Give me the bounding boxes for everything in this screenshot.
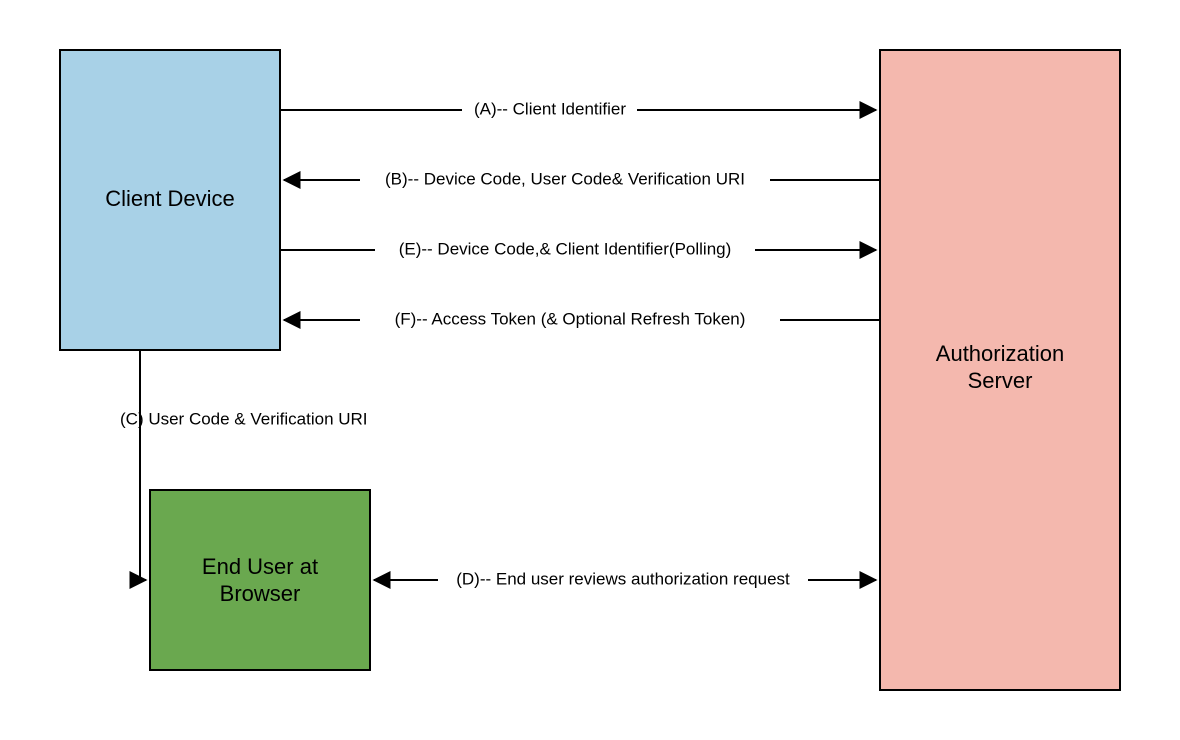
node-end-user-browser: End User at Browser	[150, 490, 370, 670]
edge-c-label: (C) User Code & Verification URI	[120, 409, 368, 428]
node-client-device: Client Device	[60, 50, 280, 350]
edge-e-polling: (E)-- Device Code,& Client Identifier(Po…	[280, 238, 876, 262]
edge-a-client-identifier: (A)-- Client Identifier	[280, 98, 876, 122]
node-authorization-server: Authorization Server	[880, 50, 1120, 690]
edge-d-label: (D)-- End user reviews authorization req…	[456, 569, 790, 588]
auth-server-label-1: Authorization	[936, 341, 1064, 366]
end-user-label-2: Browser	[220, 581, 301, 606]
end-user-label-1: End User at	[202, 554, 318, 579]
edge-b-device-code: (B)-- Device Code, User Code& Verificati…	[284, 168, 880, 192]
edge-f-label: (F)-- Access Token (& Optional Refresh T…	[395, 309, 746, 328]
edge-b-label: (B)-- Device Code, User Code& Verificati…	[385, 169, 745, 188]
edge-d-user-reviews: (D)-- End user reviews authorization req…	[374, 568, 876, 592]
edge-e-label: (E)-- Device Code,& Client Identifier(Po…	[399, 239, 732, 258]
edge-a-label: (A)-- Client Identifier	[474, 99, 626, 118]
auth-server-label-2: Server	[968, 368, 1033, 393]
oauth-device-flow-diagram: Client Device End User at Browser Author…	[0, 0, 1180, 740]
client-device-label: Client Device	[105, 186, 235, 211]
edge-f-access-token: (F)-- Access Token (& Optional Refresh T…	[284, 308, 880, 332]
